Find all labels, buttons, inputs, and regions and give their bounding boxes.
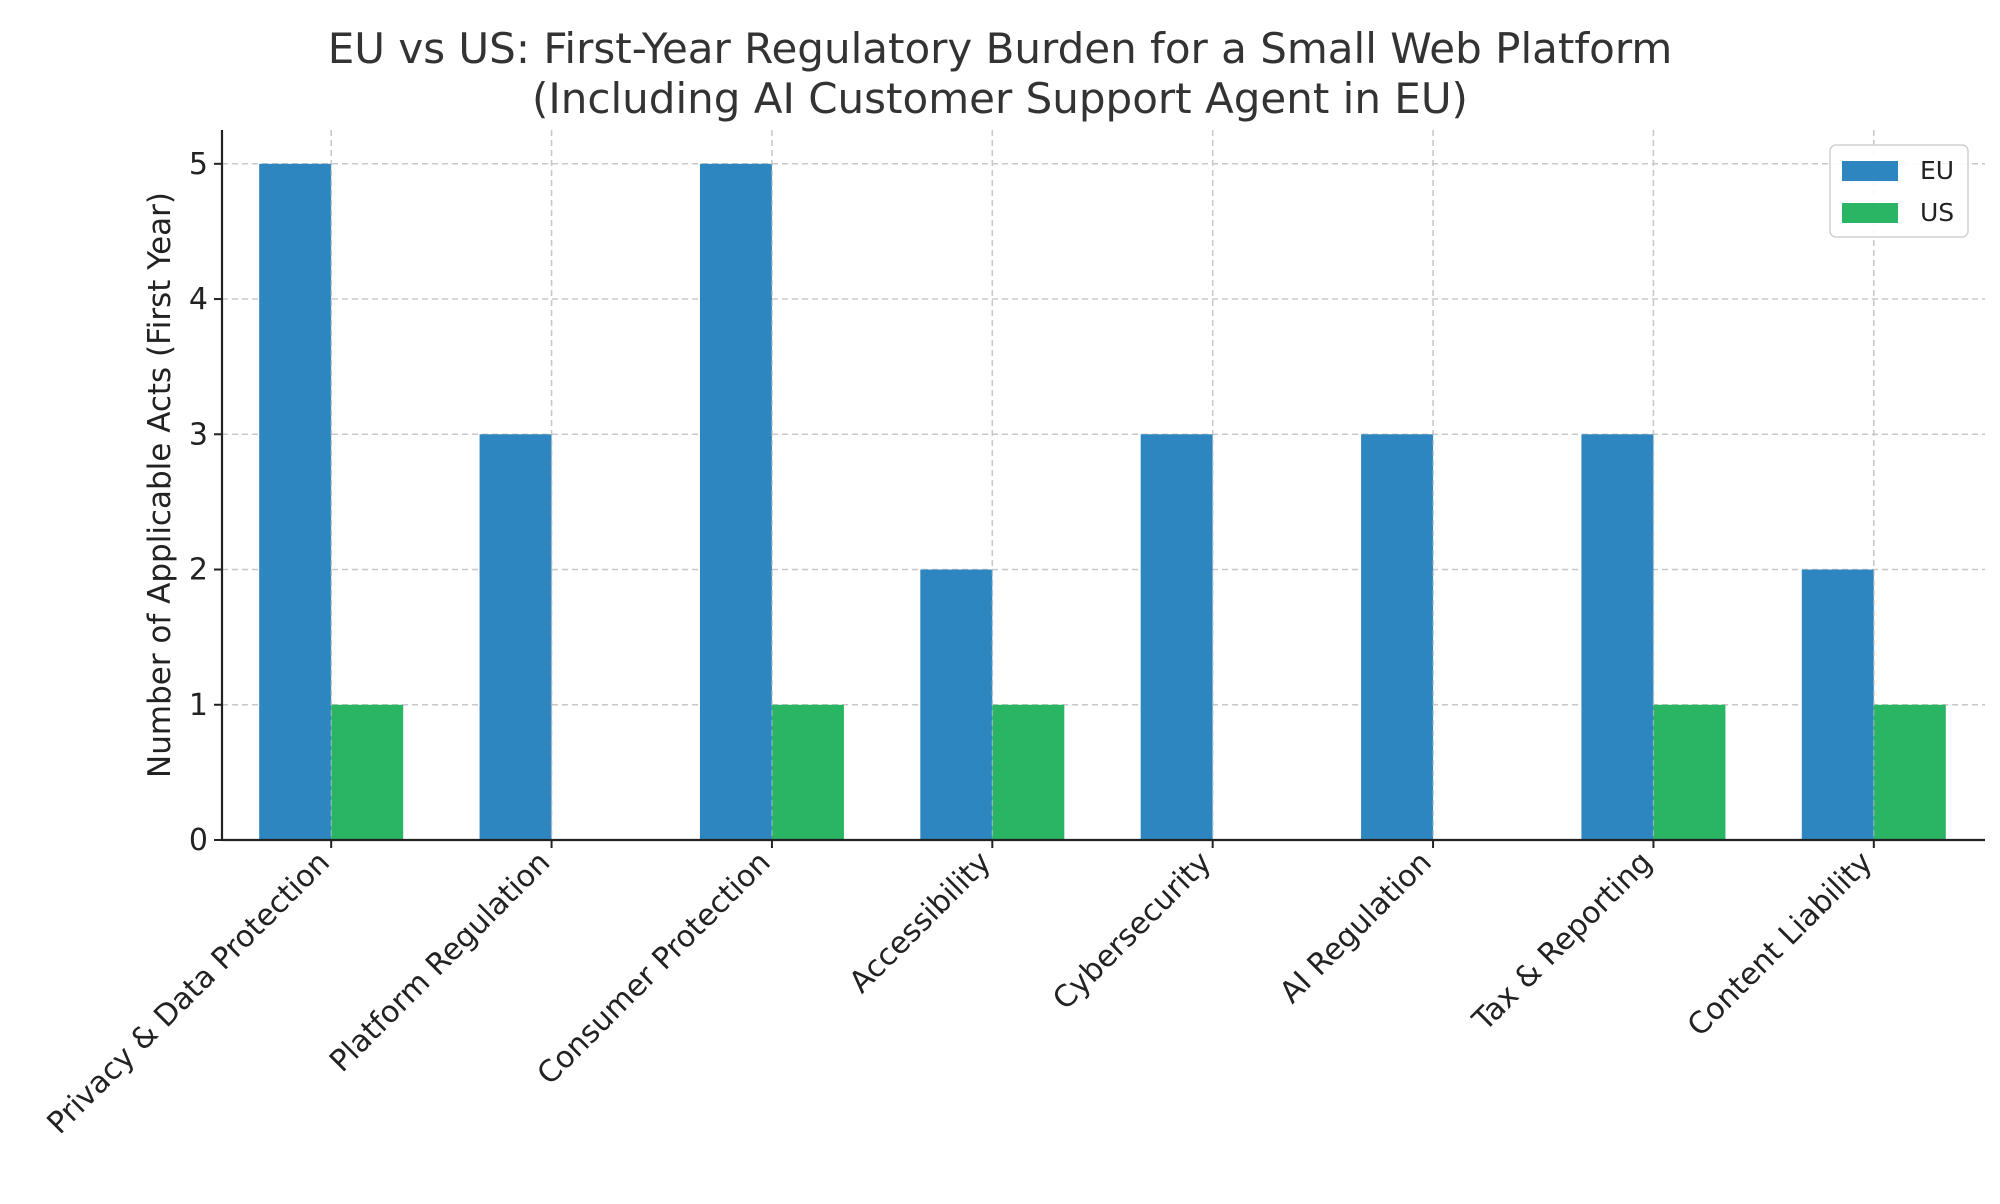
y-tick-label: 0 [189,823,208,858]
x-tick-label: Privacy & Data Protection [41,845,337,1141]
legend-swatch-eu [1842,161,1898,181]
x-tick-label: Content Liability [1681,845,1880,1044]
bar-us [1653,704,1726,840]
bar-eu [479,434,552,840]
y-tick-label: 5 [189,147,208,182]
chart-title: EU vs US: First-Year Regulatory Burden f… [327,24,1673,73]
y-tick-label: 3 [189,417,208,452]
x-tick-label: Cybersecurity [1046,845,1218,1017]
legend-label-us: US [1920,198,1954,227]
y-tick-label: 4 [189,282,208,317]
bar-us [992,704,1065,840]
legend-swatch-us [1842,203,1898,223]
axis-layer: 0 1 2 3 4 5 Privacy & Data ProtectionPlatform … [41,130,1985,1141]
bar-eu [1801,569,1874,840]
bar-eu [1361,434,1434,840]
bar-us [1873,704,1946,840]
y-tick-label: 1 [189,688,208,723]
bar-us [771,704,844,840]
bar-us [331,704,404,840]
bar-eu [1140,434,1213,840]
x-tick-label: Consumer Protection [531,845,778,1092]
y-axis-label: Number of Applicable Acts (First Year) [142,192,178,778]
bar-eu [259,163,332,841]
bar-eu [920,569,993,840]
bar-eu [1581,434,1654,840]
legend: EU US [1829,144,1969,238]
x-tick-label: Tax & Reporting [1465,845,1659,1039]
y-tick-label: 2 [189,553,208,588]
x-tick-label: AI Regulation [1273,845,1439,1011]
bar-eu [699,163,772,841]
x-tick-label: Platform Regulation [323,845,557,1079]
bar-layer [259,130,1946,841]
x-tick-label: Accessibility [843,845,998,1000]
legend-label-eu: EU [1920,156,1954,185]
chart-subtitle: (Including AI Customer Support Agent in … [532,74,1468,123]
